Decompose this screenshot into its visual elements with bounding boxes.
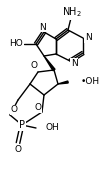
Text: P: P — [19, 120, 25, 130]
Text: OH: OH — [46, 124, 60, 132]
Text: O: O — [34, 103, 41, 113]
Text: HO: HO — [9, 40, 23, 49]
Text: N: N — [40, 22, 46, 31]
Text: NH$_2$: NH$_2$ — [62, 5, 82, 19]
Text: O: O — [30, 62, 37, 70]
Text: •OH: •OH — [81, 78, 100, 87]
Text: O: O — [14, 144, 21, 153]
Polygon shape — [44, 56, 55, 71]
Text: N: N — [71, 58, 77, 67]
Text: N: N — [85, 33, 91, 42]
Text: O: O — [10, 105, 17, 115]
Polygon shape — [58, 81, 68, 84]
